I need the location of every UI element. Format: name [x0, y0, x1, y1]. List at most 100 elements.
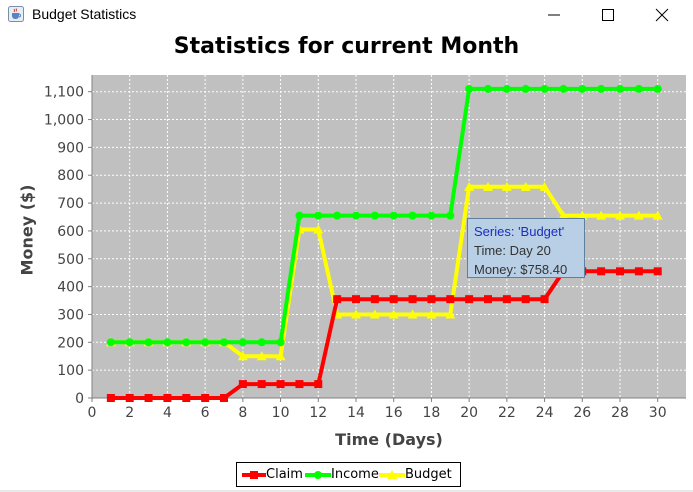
- x-tick-label: 22: [498, 405, 516, 421]
- data-point-budget: [256, 351, 267, 361]
- data-point-claim: [295, 380, 304, 389]
- data-point-claim: [540, 295, 549, 304]
- data-point-budget: [520, 181, 531, 191]
- data-point-income: [616, 84, 624, 93]
- data-point-claim: [220, 394, 228, 402]
- y-tick-label: 400: [57, 280, 84, 296]
- data-point-claim: [257, 380, 266, 389]
- data-point-claim: [389, 295, 398, 304]
- data-point-income: [201, 338, 210, 347]
- data-point-income: [465, 84, 474, 93]
- data-point-claim: [502, 295, 511, 304]
- data-point-budget: [369, 309, 380, 319]
- data-point-budget: [426, 309, 437, 319]
- data-point-income: [295, 211, 304, 220]
- data-point-income: [502, 84, 511, 93]
- data-point-claim: [182, 394, 191, 402]
- data-point-budget: [351, 309, 361, 319]
- x-tick-label: 6: [201, 405, 210, 421]
- maximize-icon: [602, 9, 614, 21]
- y-tick-label: 100: [57, 363, 84, 379]
- data-point-budget: [558, 210, 569, 220]
- y-tick-label: 900: [57, 140, 84, 156]
- data-point-income: [276, 338, 285, 347]
- data-point-income: [408, 211, 417, 220]
- window-title: Budget Statistics: [32, 6, 137, 22]
- window-titlebar: Budget Statistics: [0, 0, 693, 30]
- data-point-budget: [615, 210, 625, 220]
- y-axis-label: Money ($): [17, 184, 37, 276]
- data-tooltip: Series: 'Budget' Time: Day 20 Money: $75…: [467, 218, 585, 278]
- axes: 0 100 200 300 400 500 600 700 800 900 1,000 1,100 0 2…: [44, 75, 686, 421]
- income-line-marker-icon: [305, 471, 331, 479]
- data-point-claim: [370, 295, 379, 304]
- data-point-budget: [445, 309, 456, 319]
- data-point-claim: [201, 394, 210, 402]
- y-tick-label: 200: [57, 335, 84, 351]
- data-point-claim: [106, 394, 115, 402]
- close-button[interactable]: [639, 0, 685, 30]
- close-icon: [655, 8, 669, 22]
- data-point-claim: [333, 295, 342, 304]
- y-tick-label: 700: [57, 196, 84, 212]
- minimize-icon: [548, 14, 560, 16]
- data-point-claim: [238, 380, 247, 389]
- data-point-income: [238, 338, 247, 347]
- data-point-claim: [408, 295, 417, 304]
- data-point-income: [427, 211, 436, 220]
- data-point-claim: [653, 267, 662, 276]
- data-point-claim: [616, 267, 624, 276]
- data-point-claim: [634, 267, 643, 276]
- y-tick-label: 500: [57, 252, 84, 268]
- y-tick-label: 800: [57, 168, 84, 184]
- y-tick-label: 1,000: [44, 113, 84, 129]
- data-point-income: [484, 84, 492, 93]
- data-point-claim: [144, 394, 153, 402]
- y-tick-label: 0: [75, 391, 84, 407]
- data-point-income: [144, 338, 153, 347]
- data-point-income: [352, 211, 360, 220]
- data-point-income: [220, 338, 228, 347]
- y-tick-label: 300: [57, 307, 84, 323]
- y-tick-label: 600: [57, 224, 84, 240]
- claim-line-marker-icon: [242, 471, 266, 479]
- data-point-claim: [465, 295, 474, 304]
- minimize-button[interactable]: [531, 0, 577, 30]
- data-point-budget: [596, 210, 607, 220]
- legend-label-claim: Claim: [266, 467, 303, 482]
- x-tick-label: 28: [611, 405, 629, 421]
- series-income: [106, 84, 662, 347]
- y-tick-label: 1,100: [44, 85, 84, 101]
- data-point-budget: [407, 309, 418, 319]
- data-point-budget: [388, 309, 399, 319]
- x-tick-label: 26: [573, 405, 591, 421]
- data-point-claim: [521, 295, 530, 304]
- data-point-budget: [633, 210, 644, 220]
- data-point-income: [597, 84, 606, 93]
- data-point-claim: [427, 295, 436, 304]
- data-point-budget: [501, 181, 512, 191]
- x-tick-label: 24: [536, 405, 554, 421]
- data-point-budget: [652, 210, 663, 220]
- budget-line-marker-icon: [379, 470, 405, 479]
- data-point-income: [578, 84, 587, 93]
- data-point-income: [182, 338, 191, 347]
- tooltip-series: Series: 'Budget': [474, 224, 565, 239]
- tooltip-time: Time: Day 20: [474, 243, 551, 258]
- data-point-budget: [464, 181, 475, 191]
- data-point-income: [257, 338, 266, 347]
- x-tick-label: 14: [347, 405, 365, 421]
- data-point-income: [333, 211, 342, 220]
- data-point-income: [163, 338, 172, 347]
- maximize-button[interactable]: [585, 0, 631, 30]
- data-point-income: [446, 211, 455, 220]
- x-tick-label: 10: [272, 405, 290, 421]
- data-point-budget: [483, 181, 493, 191]
- data-point-claim: [125, 394, 134, 402]
- legend-label-income: Income: [331, 467, 379, 482]
- data-point-claim: [352, 295, 360, 304]
- x-tick-label: 20: [460, 405, 478, 421]
- x-tick-label: 12: [309, 405, 327, 421]
- data-point-budget: [577, 210, 588, 220]
